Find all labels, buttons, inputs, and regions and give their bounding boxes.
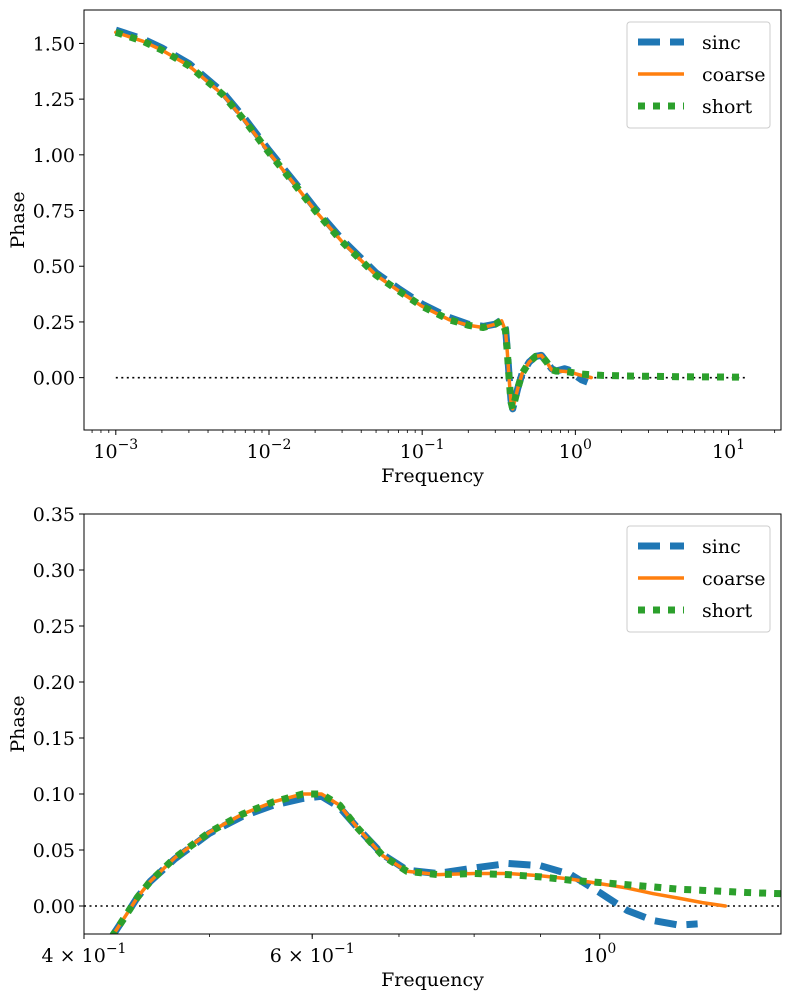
legend-label-short: short: [702, 600, 753, 622]
x-tick-label: 10−3: [93, 437, 138, 463]
y-tick-label: 1.50: [33, 33, 75, 55]
bottom-chart-panel: 0.00 0.05 0.10 0.15 0.20 0.25 0.30 0.35 4 × 10−1…: [7, 504, 782, 991]
x-tick-label: 4 × 10−1: [42, 941, 127, 967]
y-axis-label: Phase: [7, 695, 29, 752]
x-tick-label: 10−1: [400, 437, 445, 463]
y-tick-label: 1.25: [33, 89, 75, 111]
legend-box: [626, 21, 771, 129]
y-tick-label: 1.00: [33, 145, 75, 167]
x-tick-label: 100: [559, 437, 592, 463]
x-tick-label: 100: [583, 941, 616, 967]
x-axis-label: Frequency: [381, 969, 484, 991]
y-tick-label: 0.35: [33, 504, 75, 526]
y-tick-label: 0.50: [33, 256, 75, 278]
y-tick-label: 0.25: [33, 312, 75, 334]
y-tick-label: 0.00: [33, 896, 75, 918]
legend-label-coarse: coarse: [702, 64, 766, 86]
legend: sinc coarse short: [626, 525, 771, 633]
y-axis-label: Phase: [7, 191, 29, 248]
x-tick-label: 6 × 10−1: [270, 941, 355, 967]
y-tick-label: 0.15: [33, 728, 75, 750]
y-tick-label: 0.10: [33, 784, 75, 806]
y-tick-label: 0.05: [33, 840, 75, 862]
series-line-sinc: [114, 26, 589, 413]
plot-frame: [83, 9, 782, 431]
y-tick-label: 0.30: [33, 560, 75, 582]
top-chart-panel: 0.00 0.25 0.50 0.75 1.00 1.25 1.50 10−3 10−2 10−1…: [7, 9, 782, 487]
legend-label-short: short: [702, 96, 753, 118]
series-line-short: [114, 28, 741, 413]
x-tick-label: 10−2: [247, 437, 292, 463]
x-axis-label: Frequency: [381, 465, 484, 487]
legend-box: [626, 525, 771, 633]
legend: sinc coarse short: [626, 21, 771, 129]
legend-label-sinc: sinc: [702, 32, 741, 54]
y-tick-label: 0.25: [33, 616, 75, 638]
plot-frame: [83, 513, 782, 935]
y-tick-label: 0.00: [33, 368, 75, 390]
legend-label-sinc: sinc: [702, 536, 741, 558]
x-tick-label: 101: [712, 437, 745, 463]
series-line-short: [109, 790, 781, 934]
series-line-coarse: [114, 30, 594, 411]
y-tick-label: 0.20: [33, 672, 75, 694]
y-tick-label: 0.75: [33, 201, 75, 223]
legend-label-coarse: coarse: [702, 568, 766, 590]
